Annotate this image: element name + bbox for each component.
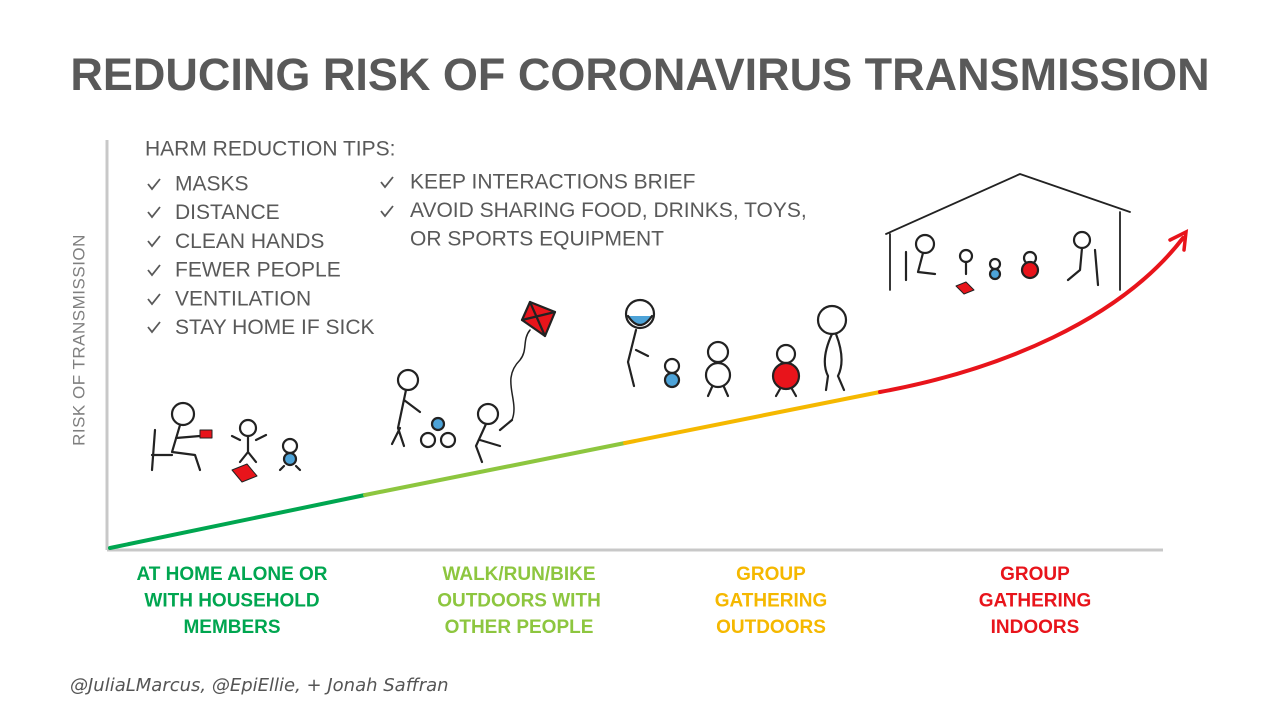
category-label: GROUP (1000, 564, 1070, 585)
category-label: AT HOME ALONE OR (136, 564, 327, 585)
checkmarks (147, 176, 394, 334)
group-outdoor-sketch (624, 298, 848, 398)
category-label: INDOORS (991, 617, 1080, 638)
tip-item: VENTILATION (175, 287, 311, 310)
risk-curve (108, 228, 1189, 550)
category-label: OUTDOORS WITH (437, 591, 601, 612)
category-label: GATHERING (715, 591, 828, 612)
category-label: WALK/RUN/BIKE (442, 564, 595, 585)
tip-item: CLEAN HANDS (175, 230, 324, 253)
y-axis-label: RISK OF TRANSMISSION (69, 234, 88, 446)
tip-item: AVOID SHARING FOOD, DRINKS, TOYS, (410, 199, 807, 222)
tip-item: MASKS (175, 173, 249, 196)
tip-item: KEEP INTERACTIONS BRIEF (410, 171, 696, 194)
title: REDUCING RISK OF CORONAVIRUS TRANSMISSIO… (70, 49, 1209, 100)
category-label: OTHER PEOPLE (445, 617, 594, 638)
category-label: GATHERING (979, 591, 1092, 612)
outdoor-sketch (390, 300, 557, 464)
indoor-sketch (885, 173, 1131, 295)
tips-header: HARM REDUCTION TIPS: (145, 138, 395, 161)
category-label: GROUP (736, 564, 806, 585)
credit: @JuliaLMarcus, @EpiEllie, + Jonah Saffra… (70, 675, 449, 696)
category-label: MEMBERS (183, 617, 280, 638)
tip-item: FEWER PEOPLE (175, 259, 341, 282)
home-sketch (150, 401, 302, 483)
category-label: OUTDOORS (716, 617, 826, 638)
tip-item: STAY HOME IF SICK (175, 316, 375, 339)
category-label: WITH HOUSEHOLD (144, 591, 319, 612)
tip-item: OR SPORTS EQUIPMENT (410, 228, 664, 251)
tip-item: DISTANCE (175, 201, 280, 224)
